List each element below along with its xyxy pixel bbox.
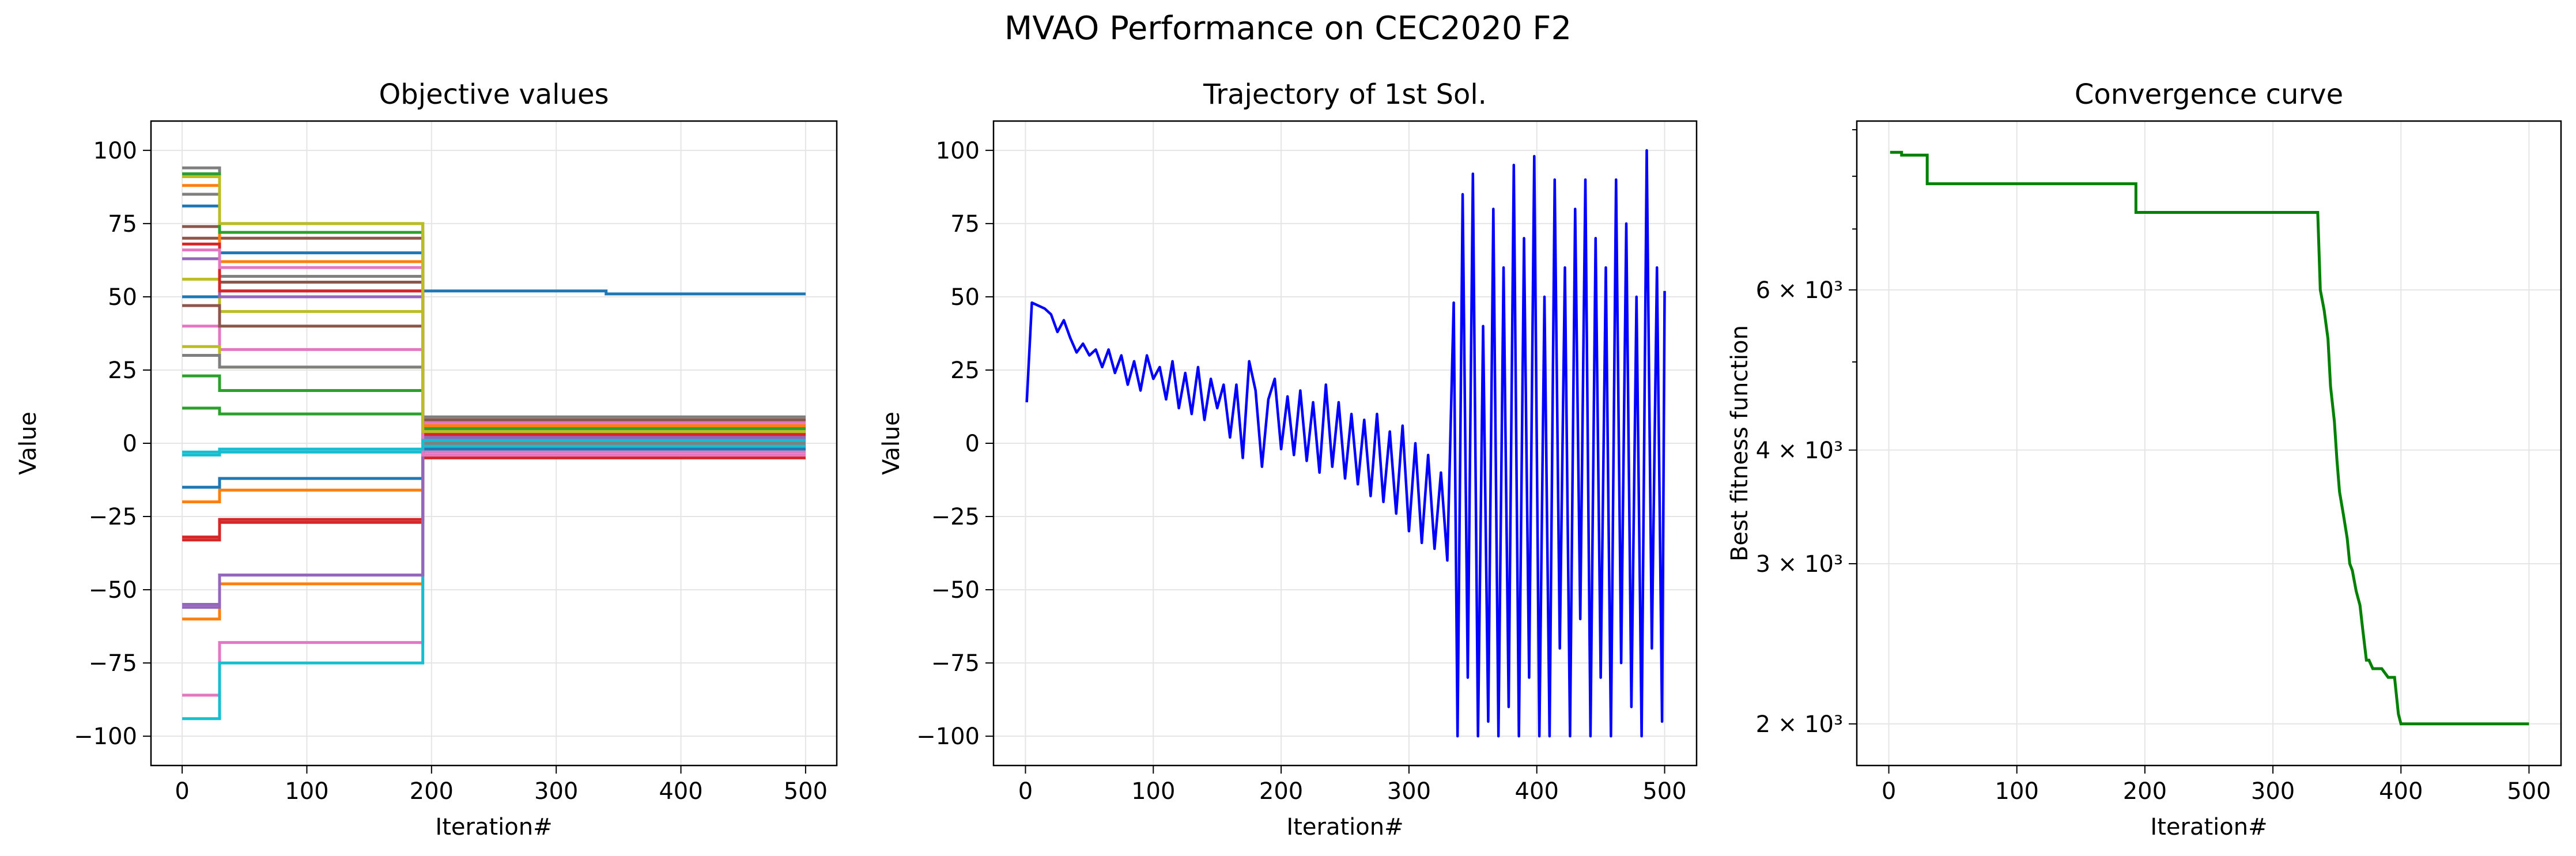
x-tick-label: 100 [1995,778,2039,805]
x-axis-label: Iteration# [435,814,552,840]
y-tick-label: 3 × 10³ [1756,551,1843,578]
y-tick-label: 0 [965,431,980,457]
objective-series-line [182,175,806,433]
objective-series-line [182,242,806,436]
convergence-chart: 0 100 200 300 400 500 2 × 10³ 3 × 10³ 4 × 10³ 6 ×… [1727,78,2562,840]
objective-series-line [182,248,806,457]
plot-frame [1856,120,2562,767]
y-tick-label: −75 [89,650,137,677]
y-tick-label: −100 [916,723,980,750]
trajectory-line [1025,149,1666,738]
y-tick-label: 6 × 10³ [1756,277,1843,304]
objective-series-line [182,304,806,421]
x-axis-label: Iteration# [2150,814,2267,840]
objective-series-line [182,444,806,721]
x-tick-label: 100 [1131,778,1175,805]
trajectory-chart: 0 100 200 300 400 500 −100 −75 −50 −25 0 25 50 75 100 T… [878,78,1698,840]
convergence-line [1890,150,2529,726]
objective-series-line [182,450,806,697]
y-tick-label: 50 [950,284,980,311]
x-tick-label: 200 [2123,778,2167,805]
y-tick-label: −50 [931,577,980,604]
y-tick-label: 25 [108,357,137,384]
y-tick-label: −75 [931,650,980,677]
x-tick-label: 400 [2379,778,2423,805]
y-tick-label: 4 × 10³ [1756,438,1843,464]
x-tick-label: 300 [1387,778,1431,805]
y-tick-label: 0 [123,431,137,457]
objective-series-line [182,184,806,428]
y-tick-label: −50 [89,577,137,604]
plot-frame [992,120,1698,767]
y-tick-label: 100 [93,138,137,164]
objective-series-line [182,439,806,454]
x-tick-label: 300 [534,778,578,805]
x-tick-label: 0 [1882,778,1896,805]
x-tick-label: 500 [784,778,828,805]
y-tick-label: −25 [931,504,980,530]
objective-series-line [182,166,806,436]
y-tick-label: 75 [108,211,137,237]
x-tick-label: 0 [175,778,189,805]
objective-series-line [182,345,806,421]
y-tick-label: 2 × 10³ [1756,711,1843,738]
y-tick-label: −100 [74,723,137,750]
y-axis-label: Best fitness function [1727,325,1753,561]
objective-series-line [182,447,806,489]
y-axis-label: Value [15,412,41,475]
objective-series-line [182,325,806,424]
objective-series-line [182,456,806,542]
x-tick-label: 500 [2507,778,2551,805]
y-tick-label: 75 [950,211,980,237]
y-tick-label: 100 [936,138,980,164]
series-group [182,166,806,721]
x-tick-label: 500 [1642,778,1686,805]
x-tick-label: 200 [410,778,454,805]
objective-series-line [182,436,806,606]
x-tick-label: 400 [659,778,702,805]
y-tick-label: 50 [108,284,137,311]
objective-series-line [182,257,806,428]
x-tick-label: 200 [1259,778,1303,805]
objective-series-line [182,172,806,431]
chart-title: Trajectory of 1st Sol. [1203,78,1487,111]
objective-values-chart: 0 100 200 300 400 500 −100 −75 −50 −25 0 25 50 75 100 O… [15,78,838,840]
x-tick-label: 400 [1515,778,1559,805]
objective-series-line [182,204,806,433]
x-tick-label: 100 [285,778,328,805]
objective-series-line [182,447,806,621]
x-tick-label: 300 [2251,778,2295,805]
plot-frame [150,120,838,767]
figure-title: MVAO Performance on CEC2020 F2 [1004,10,1572,47]
objective-series-line [182,439,806,609]
objective-series-line [182,354,806,418]
y-tick-label: 25 [950,357,980,384]
y-axis-label: Value [878,412,905,475]
grid [1857,121,2561,766]
x-tick-label: 0 [1018,778,1033,805]
x-axis-label: Iteration# [1286,814,1403,840]
chart-title: Convergence curve [2075,78,2343,111]
y-tick-label: −25 [89,504,137,530]
chart-title: Objective values [379,78,609,111]
objective-series-line [182,193,806,445]
